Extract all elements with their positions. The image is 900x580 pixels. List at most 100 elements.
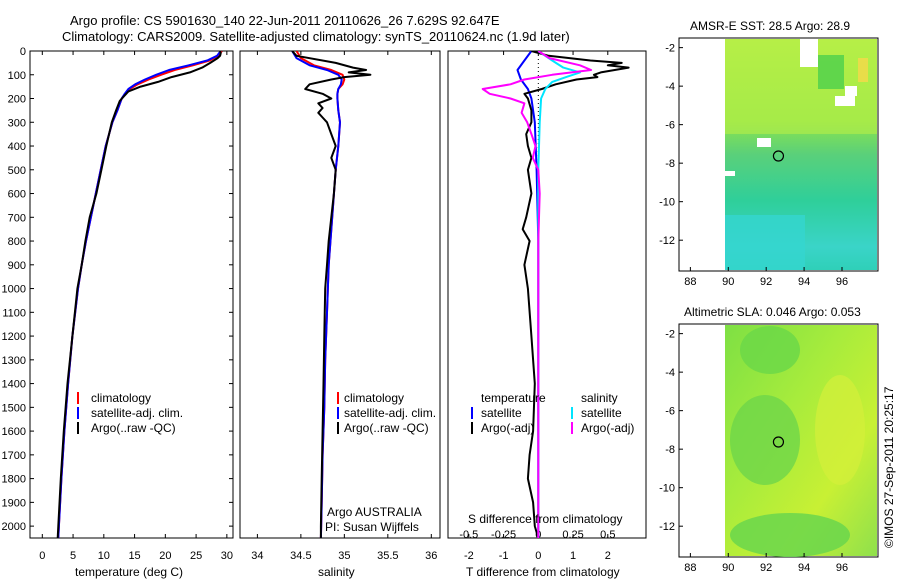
sst-argo-position-marker: [772, 150, 785, 162]
depth-tick-label: 700: [8, 212, 26, 224]
map-x-tick-label: 94: [798, 562, 810, 574]
map-x-tick-label: 96: [836, 276, 848, 288]
depth-tick-label: 1600: [2, 426, 26, 438]
x-tick-label: 30: [221, 550, 233, 562]
legend-t-satellite: satellite: [481, 406, 522, 420]
depth-tick-label: 500: [8, 165, 26, 177]
depth-tick-label: 1000: [2, 284, 26, 296]
x-tick-label: 0: [535, 550, 541, 562]
sst-nodata-1: [800, 39, 818, 67]
s-tick-label: 0.25: [562, 529, 583, 541]
depth-tick-label: 600: [8, 189, 26, 201]
argo-agency-label: Argo AUSTRALIA: [327, 505, 422, 519]
legend-climatology-swatch: [337, 392, 339, 404]
sla-argo-position-marker: [772, 436, 785, 448]
sst-nodata-4: [757, 138, 771, 147]
map-y-tick-label: -6: [665, 406, 675, 418]
map-y-tick-label: -10: [659, 197, 675, 209]
depth-tick-label: 200: [8, 94, 26, 106]
legend-s-satellite: satellite: [581, 406, 622, 420]
sla-map-title: Altimetric SLA: 0.046 Argo: 0.053: [684, 305, 861, 319]
map-y-tick-label: -8: [665, 158, 675, 170]
legend-satellite-swatch: [77, 407, 79, 419]
map-x-tick-label: 88: [684, 562, 696, 574]
salinity-x-label: salinity: [318, 565, 355, 579]
series-line-satellite-adj-clim-: [291, 51, 343, 538]
x-tick-label: 34: [251, 550, 263, 562]
x-tick-label: 34.5: [290, 550, 311, 562]
map-y-tick-label: -4: [665, 81, 675, 93]
x-tick-label: 35.5: [377, 550, 398, 562]
imos-timestamp: ©IMOS 27-Sep-2011 20:25:17: [882, 386, 896, 548]
map-x-tick-label: 96: [836, 562, 848, 574]
s-difference-label: S difference from climatology: [468, 512, 623, 526]
x-tick-label: 0: [39, 550, 45, 562]
depth-tick-label: 100: [8, 70, 26, 82]
x-tick-label: -2: [464, 550, 474, 562]
sst-map-title: AMSR-E SST: 28.5 Argo: 28.9: [690, 19, 850, 33]
temperature-plot-frame: [29, 50, 234, 539]
x-tick-label: -1: [499, 550, 509, 562]
sla-low-patch-2: [730, 395, 800, 485]
legend-climatology: climatology: [91, 391, 151, 405]
x-tick-label: 1: [570, 550, 576, 562]
sst-nodata-5: [725, 171, 735, 176]
figure-title-line1: Argo profile: CS 5901630_140 22-Jun-2011…: [70, 13, 500, 28]
depth-tick-label: 1300: [2, 355, 26, 367]
sst-map-panel: AMSR-E SST: 28.5 Argo: 28.9 88 90 92 94 96 -2…: [659, 19, 879, 288]
depth-tick-label: 800: [8, 236, 26, 248]
sla-map-axes: 88 90 92 94 96 -2 -4 -6 -8 -10 -12: [659, 329, 848, 574]
salinity-panel: 34 34.5 35 35.5 36 salinity climatology sate…: [239, 50, 441, 579]
map-y-tick-label: -10: [659, 483, 675, 495]
legend-s-argo: Argo(-adj): [581, 421, 634, 435]
sst-cyan-patch: [725, 215, 805, 270]
legend-climatology: climatology: [344, 391, 404, 405]
sla-low-patch-1: [740, 326, 800, 374]
legend-argo-swatch: [77, 422, 79, 434]
x-tick-label: 25: [190, 550, 202, 562]
map-x-tick-label: 88: [684, 276, 696, 288]
depth-tick-label: 1400: [2, 379, 26, 391]
series-line-salinity-argo-adj-: [481, 51, 593, 538]
legend-t-satellite-swatch: [471, 407, 473, 419]
x-tick-label: 35: [338, 550, 350, 562]
map-y-tick-label: -6: [665, 120, 675, 132]
x-tick-label: 15: [128, 550, 140, 562]
sla-high-patch: [815, 375, 865, 485]
legend-s-argo-swatch: [571, 422, 573, 434]
legend-t-argo-swatch: [471, 422, 473, 434]
depth-tick-label: 1500: [2, 402, 26, 414]
depth-tick-label: 900: [8, 260, 26, 272]
series-line-argo-raw-qc-: [291, 51, 372, 538]
map-y-tick-label: -12: [659, 235, 675, 247]
map-x-tick-label: 94: [798, 276, 810, 288]
map-y-tick-label: -2: [665, 329, 675, 341]
temperature-panel: 0100200300400500600700800900100011001200…: [2, 46, 646, 579]
salinity-lines: [291, 51, 372, 538]
salinity-legend: climatology satellite-adj. clim. Argo(..…: [337, 391, 436, 435]
map-y-tick-label: -8: [665, 444, 675, 456]
series-line-temperature-argo-adj-: [521, 51, 630, 538]
depth-tick-label: 1800: [2, 474, 26, 486]
legend-s-satellite-swatch: [571, 407, 573, 419]
sst-nodata-3: [845, 86, 857, 96]
legend-temperature-header: temperature: [481, 391, 546, 405]
map-y-tick-label: -12: [659, 521, 675, 533]
depth-tick-label: 300: [8, 117, 26, 129]
t-difference-label: T difference from climatology: [466, 565, 620, 579]
depth-tick-label: 1700: [2, 450, 26, 462]
x-tick-label: 20: [159, 550, 171, 562]
legend-satellite-swatch: [337, 407, 339, 419]
map-x-tick-label: 92: [760, 562, 772, 574]
sst-nodata-2: [835, 96, 855, 106]
sst-cool-patch: [818, 55, 844, 89]
temperature-x-axis: 0 5 10 15 20 25 30: [39, 51, 233, 562]
depth-tick-label: 2000: [2, 521, 26, 533]
legend-salinity-header: salinity: [581, 391, 618, 405]
map-x-tick-label: 90: [722, 276, 734, 288]
legend-argo-swatch: [337, 422, 339, 434]
difference-lines: [481, 51, 630, 538]
map-y-tick-label: -2: [665, 43, 675, 55]
